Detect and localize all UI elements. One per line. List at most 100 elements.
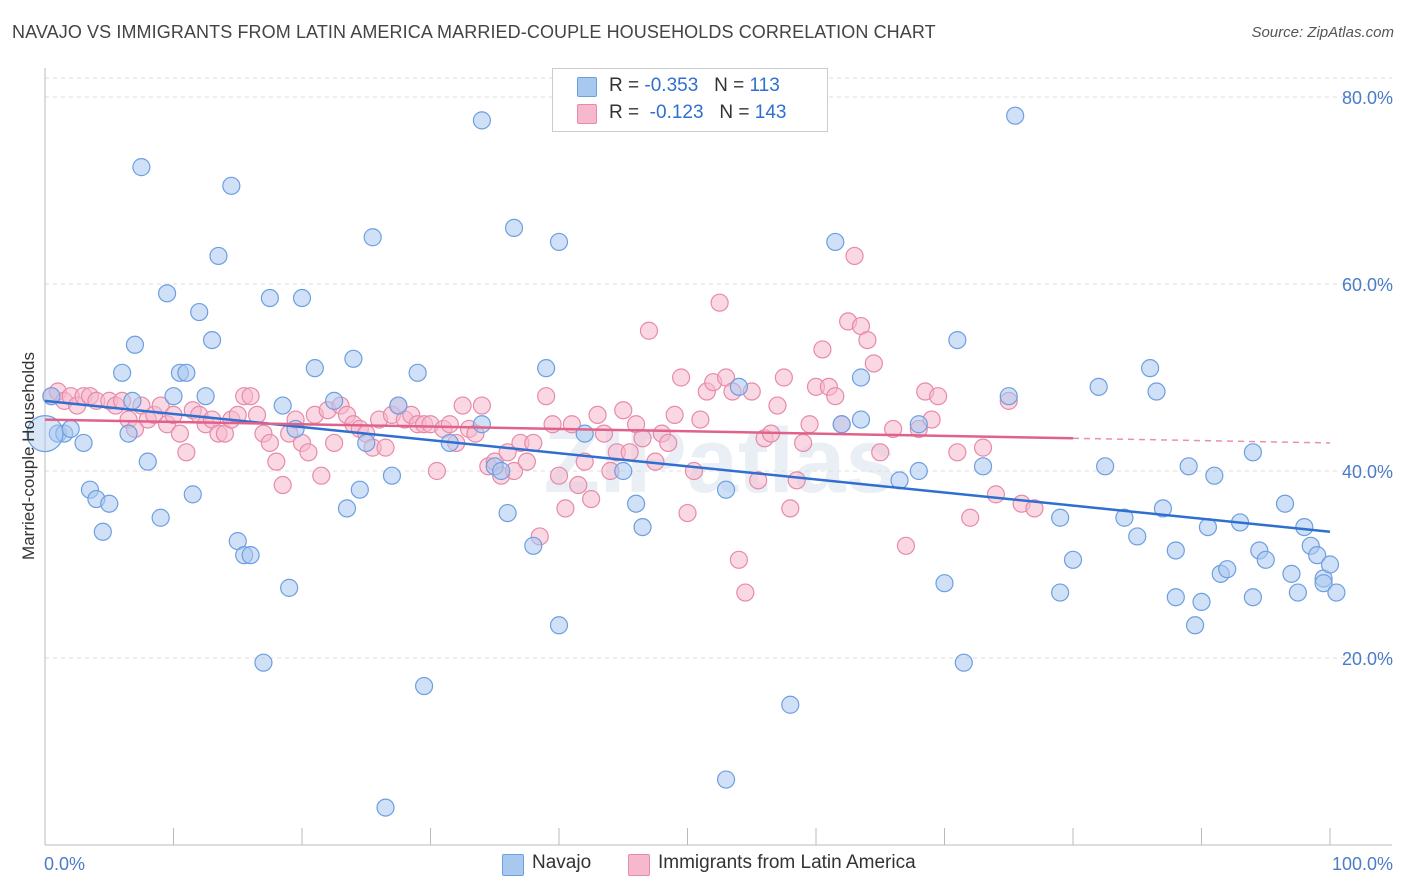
navajo-point — [273, 396, 292, 415]
latin-point — [684, 461, 704, 481]
chart-title: NAVAJO VS IMMIGRANTS FROM LATIN AMERICA … — [12, 22, 936, 42]
latin-point — [273, 475, 292, 495]
navajo-swatch — [502, 854, 524, 876]
latin-point — [260, 433, 279, 453]
latin-point — [896, 536, 916, 555]
navajo-point — [93, 522, 112, 541]
navajo-point — [1185, 616, 1205, 635]
navajo-point — [350, 480, 369, 499]
navajo-point — [254, 653, 273, 672]
navajo-point — [382, 466, 402, 485]
latin-point — [928, 387, 948, 406]
navajo-point — [492, 461, 511, 481]
latin-point — [826, 387, 845, 406]
navajo-point — [61, 419, 80, 439]
navajo-point — [1006, 106, 1025, 125]
latin-point — [948, 443, 967, 462]
latin-point — [543, 415, 562, 434]
navajo-point — [1205, 466, 1224, 485]
navajo-point — [305, 359, 324, 378]
navajo-point — [1256, 550, 1275, 569]
tick-labels: 20.0% 40.0% 60.0% 80.0% 0.0% 100.0% — [44, 88, 1393, 874]
legend-r-label: R = — [609, 102, 640, 123]
navajo-point — [1288, 583, 1307, 602]
latin-point — [813, 340, 832, 359]
latin-point — [299, 443, 318, 462]
latin-point — [665, 405, 684, 424]
navajo-point — [1096, 457, 1115, 476]
navajo-point — [1147, 382, 1166, 401]
navajo-point — [935, 574, 954, 593]
navajo-point — [1179, 457, 1198, 476]
navajo-point — [472, 111, 491, 130]
latin-point — [453, 396, 472, 415]
navajo-point — [119, 424, 138, 443]
navajo-point — [851, 410, 871, 429]
latin-point — [614, 401, 633, 420]
bottom-legend: Navajo Immigrants from Latin America — [0, 852, 1406, 878]
navajo-point — [954, 653, 973, 672]
navajo-point — [74, 433, 93, 453]
latin-point — [774, 368, 793, 387]
legend-n-label: N = — [719, 102, 750, 123]
navajo-point — [132, 158, 151, 177]
latin-point — [549, 466, 569, 485]
navajo-point — [414, 676, 434, 696]
navajo-point — [260, 288, 279, 308]
navajo-point — [1089, 377, 1108, 396]
navajo-point — [1051, 583, 1070, 602]
legend-n-value: 143 — [754, 102, 787, 123]
navajo-point — [948, 331, 967, 350]
latin-point — [729, 550, 749, 569]
navajo-point — [729, 377, 749, 396]
y-tick-label: 80.0% — [1342, 88, 1393, 108]
latin-point — [325, 433, 344, 453]
latin-point — [1025, 499, 1044, 518]
navajo-point — [357, 433, 376, 453]
latin-point — [312, 466, 331, 485]
navajo-point — [177, 363, 196, 382]
navajo-point — [1192, 592, 1211, 612]
navajo-point — [1282, 564, 1301, 583]
latin-point — [749, 471, 768, 490]
navajo-point — [280, 578, 299, 597]
latin-point — [151, 396, 170, 415]
navajo-point — [325, 391, 344, 410]
latin-point — [556, 499, 575, 518]
navajo-swatch — [577, 77, 597, 97]
navajo-point — [1153, 499, 1173, 518]
latin-point — [883, 419, 903, 439]
latin-trend-extension — [1072, 437, 1331, 444]
navajo-point — [614, 461, 633, 481]
latin-point — [170, 424, 190, 443]
navajo-point — [202, 331, 222, 350]
navajo-point — [633, 517, 652, 537]
latin-point — [736, 583, 755, 602]
gridlines — [45, 77, 1392, 659]
navajo-point — [498, 503, 517, 523]
latin-point — [267, 452, 286, 471]
latin-point — [781, 499, 800, 518]
navajo-point — [125, 335, 145, 354]
navajo-point — [909, 415, 928, 434]
navajo-point — [157, 284, 177, 303]
navajo-point — [781, 695, 800, 714]
y-tick-label: 40.0% — [1342, 462, 1393, 482]
navajo-point — [164, 387, 183, 406]
latin-point — [517, 452, 536, 471]
navajo-point — [1314, 574, 1333, 593]
latin-point — [871, 443, 890, 462]
legend-r-value: -0.123 — [649, 102, 704, 123]
latin-swatch — [577, 104, 597, 124]
latin-point — [582, 489, 601, 509]
latin-point — [794, 433, 813, 453]
trend-lines — [44, 399, 1331, 534]
navajo-point — [100, 494, 119, 513]
latin-point — [427, 461, 447, 481]
navajo-point — [549, 616, 569, 635]
x-tick-label: 0.0% — [44, 854, 85, 874]
latin-point — [710, 293, 729, 312]
latin-point — [639, 321, 659, 340]
navajo-point — [376, 798, 395, 817]
